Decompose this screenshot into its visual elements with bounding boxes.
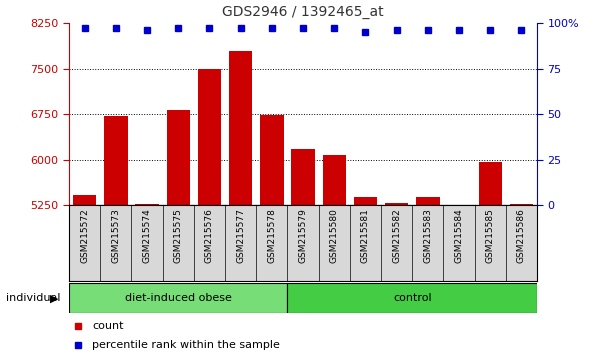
Text: GSM215575: GSM215575: [174, 209, 182, 263]
Bar: [104, 116, 128, 205]
Text: percentile rank within the sample: percentile rank within the sample: [92, 341, 280, 350]
Text: individual: individual: [6, 293, 61, 303]
Text: GSM215572: GSM215572: [80, 209, 89, 263]
Bar: [509, 204, 533, 205]
Bar: [198, 69, 221, 205]
Bar: [135, 204, 158, 205]
Text: count: count: [92, 321, 124, 331]
Bar: [416, 198, 439, 205]
Text: GSM215574: GSM215574: [143, 209, 151, 263]
Text: GSM215579: GSM215579: [299, 209, 308, 263]
Text: GSM215578: GSM215578: [267, 209, 276, 263]
Bar: [353, 197, 377, 205]
Bar: [73, 195, 96, 205]
Text: GSM215577: GSM215577: [236, 209, 245, 263]
FancyBboxPatch shape: [69, 283, 287, 313]
Bar: [229, 51, 252, 205]
Text: GSM215585: GSM215585: [485, 209, 494, 263]
Text: ▶: ▶: [50, 293, 58, 303]
Text: control: control: [393, 293, 431, 303]
Text: GSM215584: GSM215584: [455, 209, 464, 263]
Text: GSM215580: GSM215580: [330, 209, 338, 263]
Text: GSM215576: GSM215576: [205, 209, 214, 263]
Bar: [167, 110, 190, 205]
Title: GDS2946 / 1392465_at: GDS2946 / 1392465_at: [222, 5, 384, 19]
Text: GSM215582: GSM215582: [392, 209, 401, 263]
Bar: [291, 149, 314, 205]
Bar: [385, 203, 408, 205]
Text: GSM215573: GSM215573: [112, 209, 120, 263]
Text: GSM215583: GSM215583: [424, 209, 432, 263]
Bar: [323, 155, 346, 205]
Bar: [479, 161, 502, 205]
Bar: [260, 115, 284, 205]
Text: GSM215586: GSM215586: [517, 209, 526, 263]
Text: diet-induced obese: diet-induced obese: [125, 293, 232, 303]
Text: GSM215581: GSM215581: [361, 209, 370, 263]
FancyBboxPatch shape: [287, 283, 537, 313]
